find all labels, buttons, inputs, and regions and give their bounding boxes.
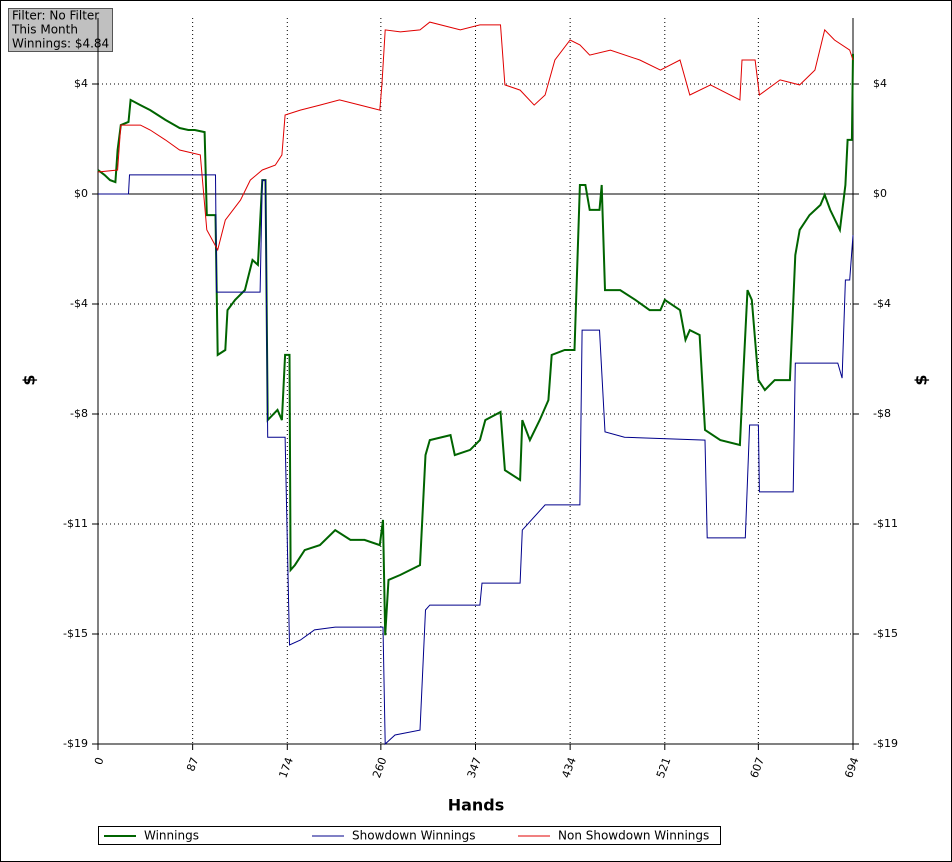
filter-box-bg [8, 8, 113, 52]
filter-text: Winnings: $4.84 [12, 37, 109, 51]
legend-box [98, 826, 721, 845]
y2-tick-label: $0 [873, 187, 887, 200]
filter-text: Filter: No Filter [12, 9, 99, 23]
filter-box: Filter: No Filter This Month Winnings: $… [8, 8, 113, 52]
series-line [97, 53, 854, 636]
y-tick-label: $4 [74, 77, 88, 90]
series-line [97, 21, 854, 252]
y2-axis-label: $ [912, 374, 931, 385]
y-tick-label: -$15 [63, 627, 88, 640]
y-tick-label: -$4 [70, 297, 88, 310]
y2-tick-label: $4 [873, 77, 887, 90]
filter-text: This Month [11, 23, 78, 37]
x-tick-label: 87 [184, 756, 201, 774]
x-axis-label: Hands [448, 796, 505, 815]
y-tick-label: -$11 [63, 517, 88, 530]
y2-tick-label: -$19 [873, 737, 898, 750]
y-tick-label: $0 [74, 187, 88, 200]
y2-tick-label: -$15 [873, 627, 898, 640]
y-tick-label: -$19 [63, 737, 88, 750]
series-line [98, 174, 854, 746]
y2-tick-label: -$4 [873, 297, 891, 310]
y-axis-label: $ [20, 374, 39, 385]
legend-label: Showdown Winnings [352, 829, 476, 843]
legend-label: Winnings [144, 829, 199, 843]
y2-tick-label: -$8 [873, 407, 891, 420]
legend-label: Non Showdown Winnings [558, 829, 709, 843]
x-tick-label: 0 [92, 756, 107, 767]
y2-tick-label: -$11 [873, 517, 898, 530]
y-tick-label: -$8 [70, 407, 88, 420]
